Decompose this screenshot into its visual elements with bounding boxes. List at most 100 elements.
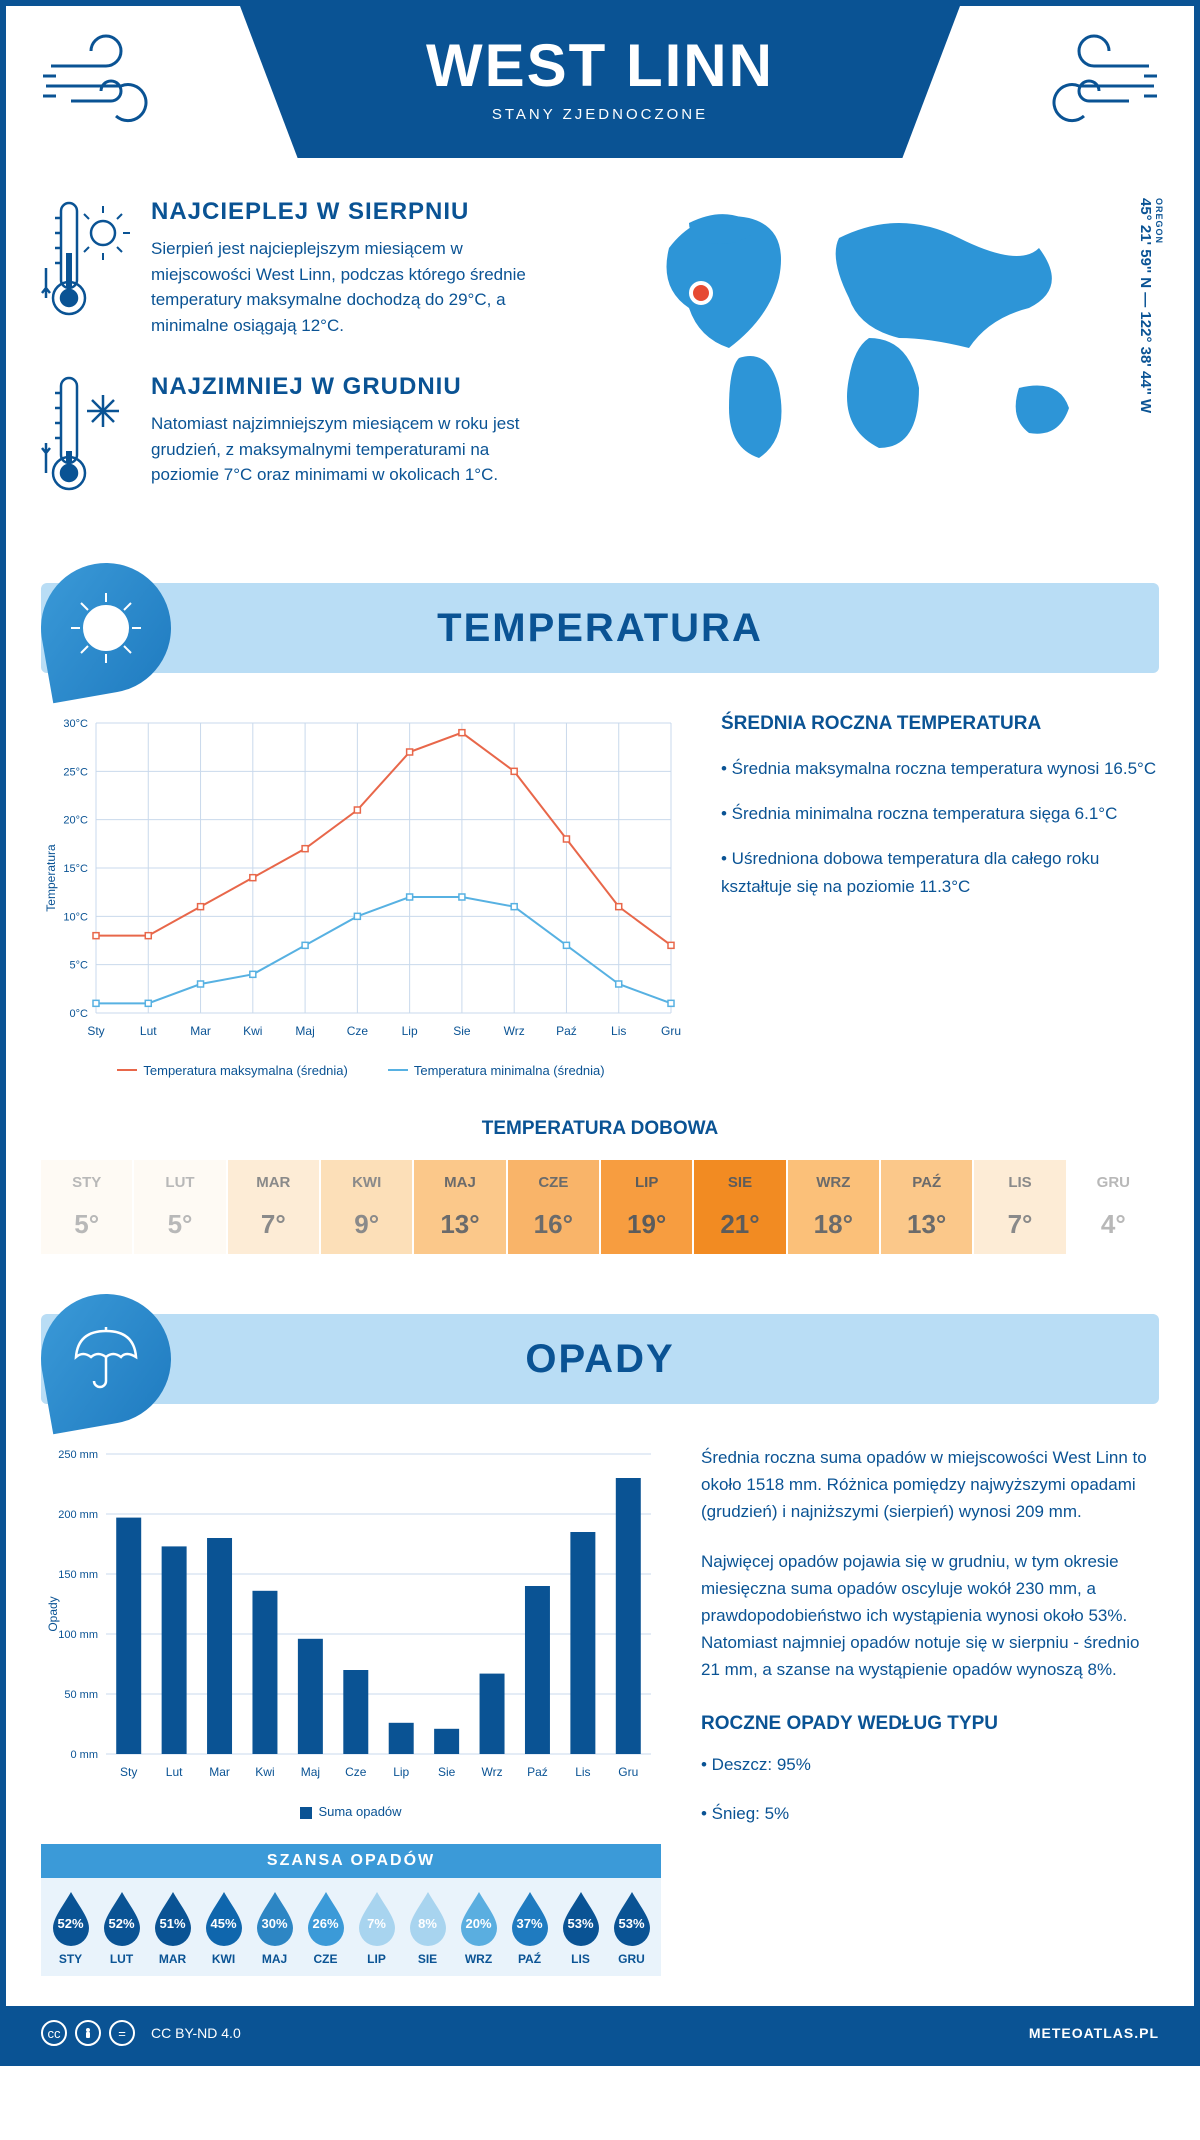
nd-icon: = (109, 2020, 135, 2046)
svg-text:Maj: Maj (295, 1024, 314, 1038)
cold-fact: NAJZIMNIEJ W GRUDNIU Natomiast najzimnie… (41, 373, 599, 508)
daily-temp-title: TEMPERATURA DOBOWA (41, 1118, 1159, 1140)
hot-fact-title: NAJCIEPLEJ W SIERPNIU (151, 198, 531, 226)
title-banner: WEST LINN STANY ZJEDNOCZONE (240, 6, 960, 158)
umbrella-icon (31, 1284, 182, 1435)
svg-text:Lut: Lut (140, 1024, 157, 1038)
wind-icon-left (41, 31, 181, 131)
svg-text:200 mm: 200 mm (58, 1509, 98, 1521)
daily-temp-cell: SIE21° (694, 1160, 785, 1254)
annual-heading: ŚREDNIA ROCZNA TEMPERATURA (721, 713, 1159, 735)
chance-drop: 53% LIS (555, 1890, 606, 1966)
site-name: METEOATLAS.PL (1029, 2025, 1159, 2041)
daily-temp-cell: GRU4° (1068, 1160, 1159, 1254)
chance-drop: 45% KWI (198, 1890, 249, 1966)
svg-text:0°C: 0°C (70, 1008, 89, 1020)
license-block: cc = CC BY-ND 4.0 (41, 2020, 241, 2046)
chance-drop: 52% LUT (96, 1890, 147, 1966)
coordinates: OREGON 45° 21' 59'' N — 122° 38' 44'' W (1137, 198, 1164, 468)
chance-drop: 51% MAR (147, 1890, 198, 1966)
world-map: OREGON 45° 21' 59'' N — 122° 38' 44'' W (629, 198, 1159, 543)
world-map-svg (629, 198, 1109, 468)
svg-text:Wrz: Wrz (481, 1765, 502, 1779)
svg-text:Sie: Sie (453, 1024, 471, 1038)
cc-icon: cc (41, 2020, 67, 2046)
daily-temp-cell: STY5° (41, 1160, 132, 1254)
precip-legend-label: Suma opadów (318, 1804, 401, 1819)
facts-and-map: NAJCIEPLEJ W SIERPNIU Sierpień jest najc… (41, 198, 1159, 543)
wind-icon-right (1019, 31, 1159, 131)
svg-text:Lis: Lis (575, 1765, 590, 1779)
daily-temp-cell: KWI9° (321, 1160, 412, 1254)
header-row: WEST LINN STANY ZJEDNOCZONE (41, 6, 1159, 158)
svg-text:Sty: Sty (120, 1765, 137, 1779)
svg-text:Maj: Maj (301, 1765, 320, 1779)
daily-temp-cell: LIP19° (601, 1160, 692, 1254)
footer: cc = CC BY-ND 4.0 METEOATLAS.PL (6, 2006, 1194, 2060)
annual-bullet-2: • Średnia minimalna roczna temperatura s… (721, 800, 1159, 827)
hot-fact-text: Sierpień jest najcieplejszym miesiącem w… (151, 236, 531, 338)
temperature-section-header: TEMPERATURA (41, 583, 1159, 673)
svg-text:30°C: 30°C (63, 718, 88, 730)
precip-type-heading: ROCZNE OPADY WEDŁUG TYPU (701, 1709, 1159, 1739)
svg-text:10°C: 10°C (63, 911, 88, 923)
daily-temp-cell: WRZ18° (788, 1160, 879, 1254)
thermometer-snow-icon (41, 373, 131, 508)
svg-text:25°C: 25°C (63, 766, 88, 778)
svg-text:Gru: Gru (661, 1024, 681, 1038)
svg-text:Mar: Mar (209, 1765, 230, 1779)
chance-drop: 26% CZE (300, 1890, 351, 1966)
svg-text:Lut: Lut (166, 1765, 183, 1779)
precipitation-bar-chart: 0 mm 50 mm 100 mm 150 mm 200 mm 250 mm Sty Lut M… (41, 1444, 661, 1976)
precip-para-1: Średnia roczna suma opadów w miejscowośc… (701, 1444, 1159, 1526)
svg-text:Temperatura: Temperatura (44, 844, 58, 912)
sun-icon (31, 553, 182, 704)
chance-of-precip-block: SZANSA OPADÓW 52% STY 52% LUT 51% (41, 1844, 661, 1976)
svg-text:Paź: Paź (556, 1024, 577, 1038)
precip-para-2: Najwięcej opadów pojawia się w grudniu, … (701, 1548, 1159, 1684)
daily-temp-cell: PAŹ13° (881, 1160, 972, 1254)
temperature-line-chart: 0°C5°C10°C15°C20°C25°C30°CStyLutMarKwiMa… (41, 713, 681, 1078)
chance-drop: 52% STY (45, 1890, 96, 1966)
hot-fact: NAJCIEPLEJ W SIERPNIU Sierpień jest najc… (41, 198, 599, 338)
temperature-title: TEMPERATURA (437, 606, 763, 651)
daily-temp-grid: STY5°LUT5°MAR7°KWI9°MAJ13°CZE16°LIP19°SI… (41, 1160, 1159, 1254)
license-text: CC BY-ND 4.0 (151, 2025, 241, 2041)
svg-text:Cze: Cze (347, 1024, 369, 1038)
temperature-legend: Temperatura maksymalna (średnia) Tempera… (41, 1063, 681, 1078)
annual-bullet-3: • Uśredniona dobowa temperatura dla całe… (721, 845, 1159, 899)
svg-text:Lip: Lip (402, 1024, 418, 1038)
svg-text:Opady: Opady (46, 1596, 60, 1631)
svg-text:0 mm: 0 mm (71, 1749, 99, 1761)
legend-min-label: Temperatura minimalna (średnia) (414, 1063, 605, 1078)
daily-temp-cell: MAJ13° (414, 1160, 505, 1254)
precip-type-snow: • Śnieg: 5% (701, 1800, 1159, 1827)
svg-text:5°C: 5°C (70, 960, 89, 972)
by-icon (75, 2020, 101, 2046)
precipitation-text-panel: Średnia roczna suma opadów w miejscowośc… (701, 1444, 1159, 1976)
annual-bullet-1: • Średnia maksymalna roczna temperatura … (721, 755, 1159, 782)
precip-type-rain: • Deszcz: 95% (701, 1751, 1159, 1778)
svg-text:Gru: Gru (618, 1765, 638, 1779)
svg-text:100 mm: 100 mm (58, 1629, 98, 1641)
precipitation-section-header: OPADY (41, 1314, 1159, 1404)
city-name: WEST LINN (280, 31, 920, 100)
svg-text:Sty: Sty (87, 1024, 104, 1038)
svg-text:150 mm: 150 mm (58, 1569, 98, 1581)
thermometer-sun-icon (41, 198, 131, 338)
precipitation-title: OPADY (525, 1337, 674, 1382)
chance-drop: 8% SIE (402, 1890, 453, 1966)
daily-temp-cell: CZE16° (508, 1160, 599, 1254)
svg-text:250 mm: 250 mm (58, 1449, 98, 1461)
svg-text:50 mm: 50 mm (64, 1689, 98, 1701)
chance-title: SZANSA OPADÓW (41, 1844, 661, 1878)
svg-text:15°C: 15°C (63, 863, 88, 875)
legend-max-label: Temperatura maksymalna (średnia) (143, 1063, 347, 1078)
svg-text:Paź: Paź (527, 1765, 548, 1779)
cold-fact-title: NAJZIMNIEJ W GRUDNIU (151, 373, 531, 401)
chance-drop: 30% MAJ (249, 1890, 300, 1966)
svg-text:Mar: Mar (190, 1024, 211, 1038)
svg-text:Wrz: Wrz (504, 1024, 525, 1038)
daily-temp-cell: MAR7° (228, 1160, 319, 1254)
svg-text:Kwi: Kwi (255, 1765, 274, 1779)
